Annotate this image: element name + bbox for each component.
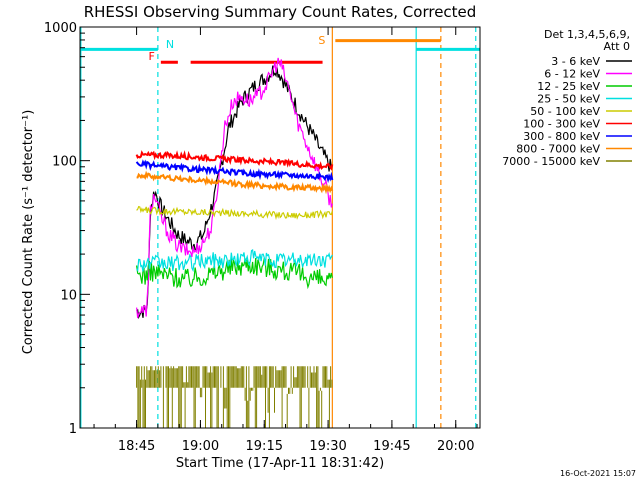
series-line-0 — [136, 65, 333, 320]
legend-label-2: 12 - 25 keV — [537, 80, 600, 93]
series-line-2 — [136, 257, 333, 290]
y-axis-label: Corrected Count Rate (s⁻¹ detector⁻¹) — [21, 110, 36, 355]
x-tick-label-4: 19:45 — [373, 439, 410, 454]
chart-title: RHESSI Observing Summary Count Rates, Co… — [84, 3, 477, 21]
legend-header-1: Att 0 — [604, 40, 630, 53]
plot-frame — [79, 26, 481, 429]
legend-label-3: 25 - 50 keV — [537, 93, 600, 106]
y-axis: 1 10 100 1000 — [44, 21, 90, 437]
y-tick-label-3: 1000 — [44, 21, 77, 36]
state-bars — [80, 39, 480, 64]
series-line-4 — [136, 205, 333, 221]
y-tick-label-2: 100 — [52, 155, 77, 170]
series-line-6 — [135, 159, 334, 184]
mode-markers — [80, 27, 477, 428]
legend-label-5: 100 - 300 keV — [523, 118, 600, 131]
annotations: NF S — [148, 34, 325, 63]
legend-label-1: 6 - 12 keV — [544, 68, 600, 81]
y-tick-label-0: 1 — [69, 422, 77, 437]
legend-label-6: 300 - 800 keV — [523, 130, 600, 143]
series-line-5 — [135, 150, 334, 171]
annotation-F: F — [148, 50, 154, 63]
x-tick-label-5: 20:00 — [437, 439, 474, 454]
series-line-7 — [136, 170, 334, 195]
series-line-8 — [136, 366, 333, 428]
x-axis-label: Start Time (17-Apr-11 18:31:42) — [176, 456, 384, 471]
x-tick-label-3: 19:30 — [309, 439, 346, 454]
x-tick-label-2: 19:15 — [246, 439, 283, 454]
legend-label-0: 3 - 6 keV — [551, 55, 600, 68]
y-tick-label-1: 10 — [60, 288, 77, 303]
series-line-1 — [136, 57, 333, 319]
annotation-N: N — [166, 38, 174, 51]
x-tick-label-0: 18:45 — [118, 439, 155, 454]
footer-timestamp: 16-Oct-2021 15:07 — [560, 469, 636, 478]
annotation-S: S — [318, 34, 325, 47]
legend-label-4: 50 - 100 keV — [530, 105, 600, 118]
legend-label-8: 7000 - 15000 keV — [502, 155, 600, 168]
series-lines — [135, 57, 334, 428]
x-axis: 18:45 19:00 19:15 19:30 19:45 20:00 — [93, 27, 478, 454]
x-tick-label-1: 19:00 — [182, 439, 219, 454]
legend-label-7: 800 - 7000 keV — [516, 143, 600, 156]
series-line-3 — [136, 249, 333, 273]
legend-header-0: Det 1,3,4,5,6,9, — [544, 28, 630, 41]
